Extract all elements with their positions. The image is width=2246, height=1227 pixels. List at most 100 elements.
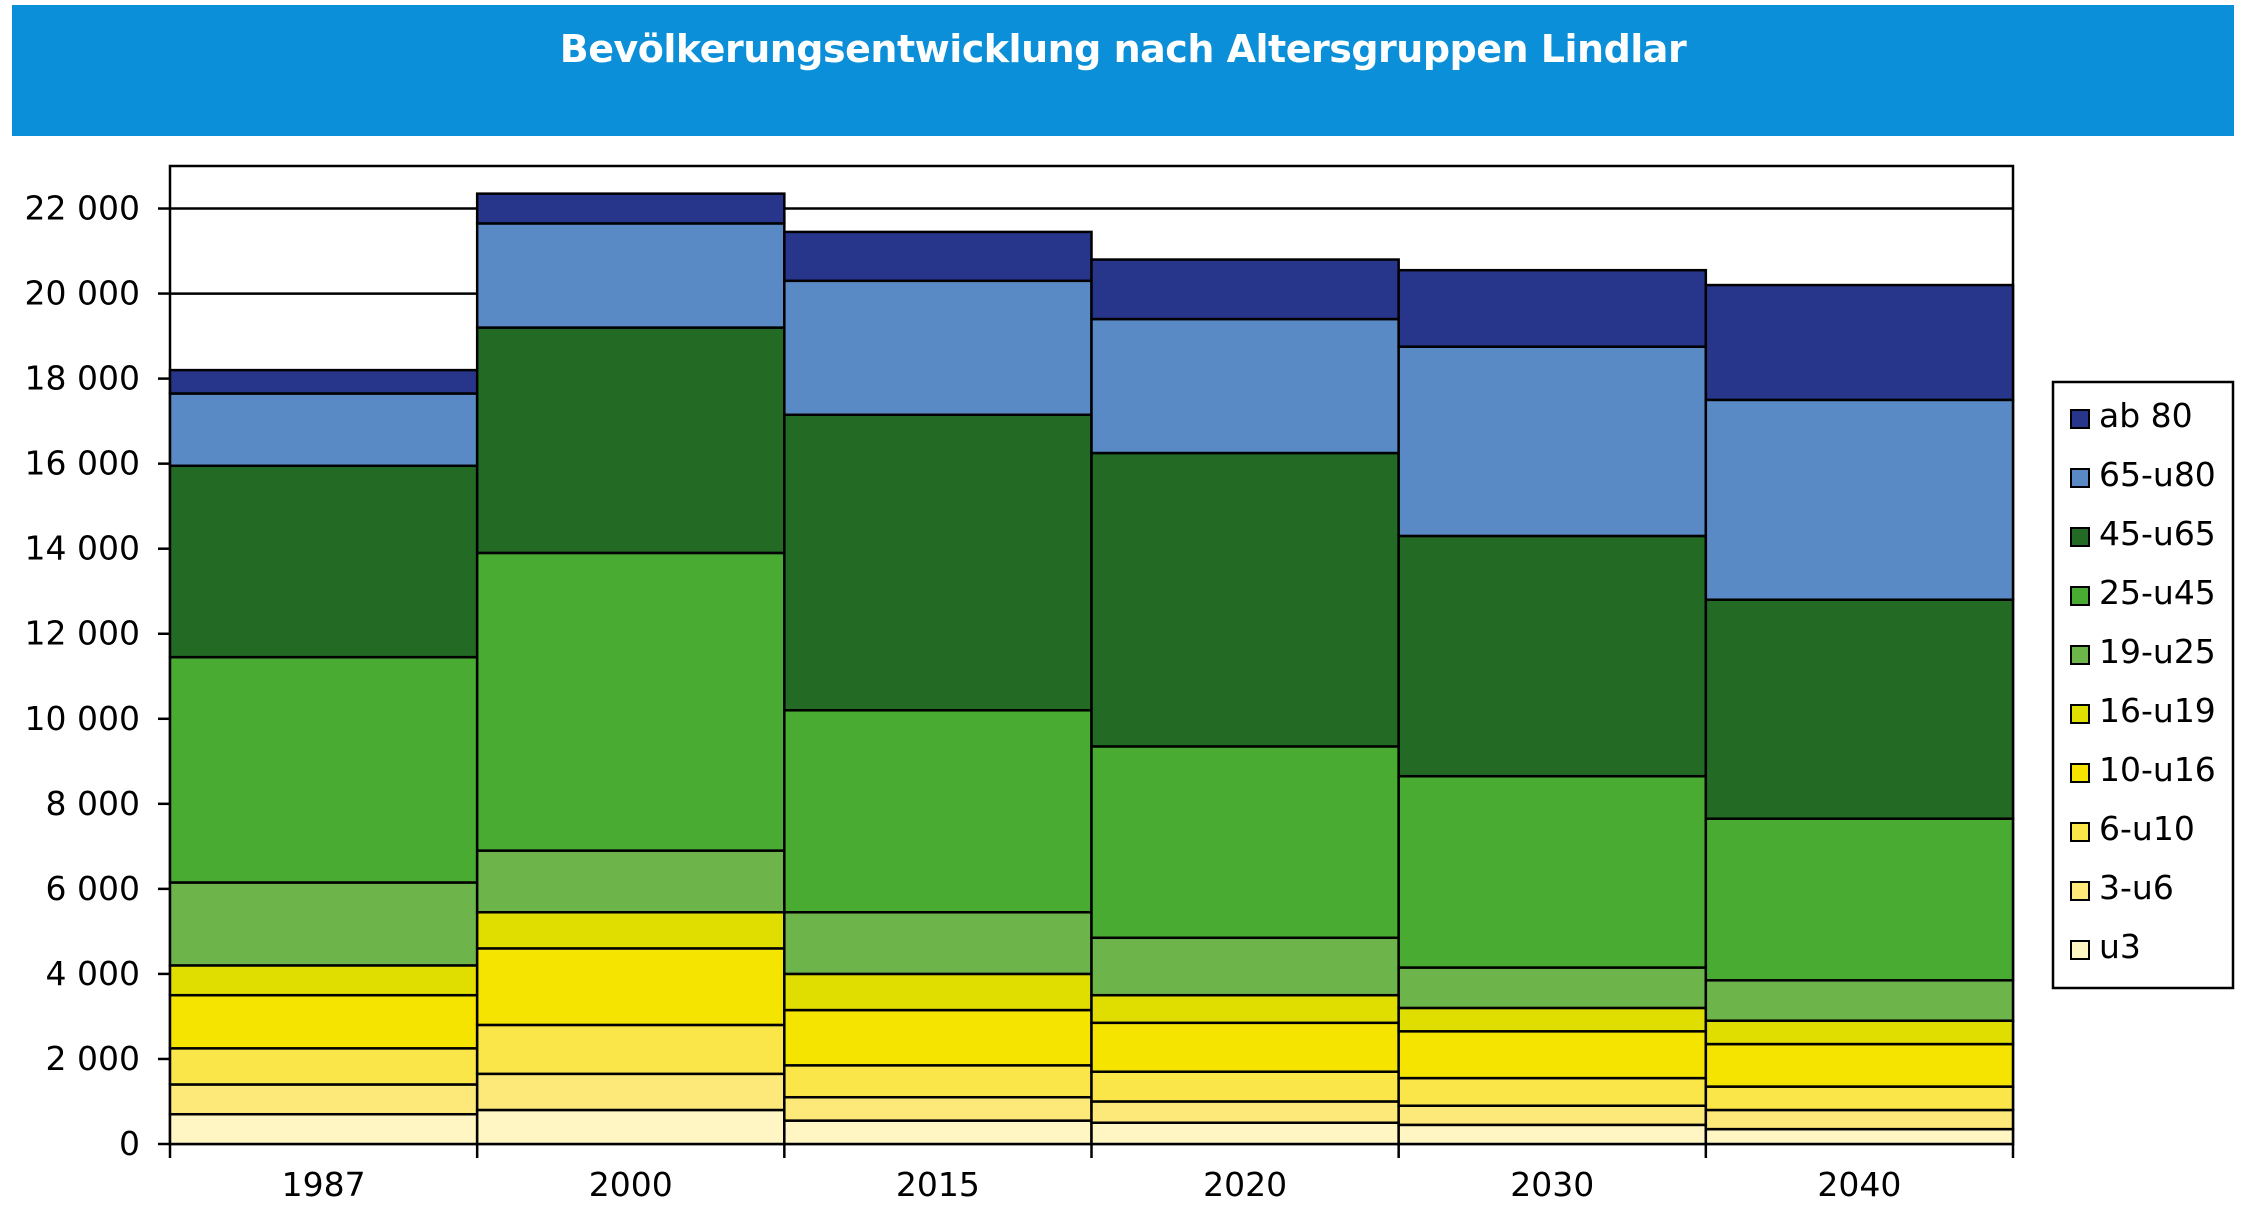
legend-label: 19-u25: [2099, 632, 2216, 671]
bar-segment: [1704, 398, 2015, 601]
bar-segment: [475, 1108, 786, 1146]
bar-segment: [1704, 1127, 2015, 1146]
bar-segment: [1704, 283, 2015, 402]
bar-segment: [1090, 451, 1400, 748]
bar-segment: [1704, 1042, 2015, 1088]
bar-segment: [1090, 936, 1400, 997]
bar-segment: [1090, 745, 1400, 940]
x-tick-label: 2000: [589, 1165, 673, 1204]
legend-swatch: [2070, 763, 2090, 783]
bar-segment: [1397, 345, 1708, 538]
bar-segment: [475, 1023, 786, 1076]
legend-swatch: [2070, 586, 2090, 606]
legend-swatch: [2070, 881, 2090, 901]
x-tick-label: 1987: [282, 1165, 366, 1204]
legend-swatch: [2070, 645, 2090, 665]
bar-segment: [783, 1119, 1093, 1146]
bar-segment: [168, 993, 479, 1050]
bar-segment: [168, 464, 479, 659]
bar-segment: [1090, 1070, 1400, 1103]
bar-segment: [1090, 258, 1400, 321]
bar-segment: [475, 326, 786, 555]
legend-swatch: [2070, 468, 2090, 488]
bar-segment: [475, 551, 786, 852]
y-tick-label: 12 000: [25, 614, 140, 653]
bar-segment: [475, 192, 786, 225]
bar-segment: [1397, 1030, 1708, 1080]
legend-swatch: [2070, 704, 2090, 724]
bar-segment: [168, 655, 479, 884]
bar-segment: [783, 911, 1093, 976]
y-tick-label: 4 000: [46, 954, 140, 993]
y-tick-label: 16 000: [25, 444, 140, 483]
legend-label: u3: [2099, 927, 2141, 966]
bar-segment: [168, 1047, 479, 1086]
bar-segment: [1090, 993, 1400, 1025]
legend-swatch: [2070, 527, 2090, 547]
bar-segment: [783, 1064, 1093, 1099]
bar-segment: [1397, 1123, 1708, 1146]
legend-swatch: [2070, 409, 2090, 429]
bar-segment: [168, 392, 479, 468]
legend-label: 10-u16: [2099, 750, 2216, 789]
bar-segment: [1704, 598, 2015, 820]
bar-segment: [783, 1008, 1093, 1067]
legend-label: 25-u45: [2099, 573, 2216, 612]
bar-segment: [168, 881, 479, 967]
bar-segment: [1397, 1006, 1708, 1033]
x-tick-label: 2030: [1510, 1165, 1594, 1204]
bar-segment: [475, 911, 786, 950]
y-tick-label: 0: [119, 1124, 140, 1163]
bar-segment: [783, 1095, 1093, 1122]
bar-segment: [475, 1072, 786, 1112]
bar-segment: [1090, 1121, 1400, 1146]
bar-segment: [1397, 966, 1708, 1010]
bar-segment: [168, 1083, 479, 1116]
bar-segment: [783, 230, 1093, 283]
bar-segment: [1090, 1100, 1400, 1124]
x-tick-label: 2020: [1203, 1165, 1287, 1204]
bar-segment: [1704, 1085, 2015, 1112]
bar-segment: [475, 222, 786, 329]
y-tick-label: 2 000: [46, 1039, 140, 1078]
chart-title-bar: Bevölkerungsentwicklung nach Altersgrupp…: [12, 5, 2234, 136]
bar-segment: [1704, 817, 2015, 982]
x-tick-label: 2015: [896, 1165, 980, 1204]
bar-segment: [1704, 1108, 2015, 1131]
x-tick-label: 2040: [1817, 1165, 1901, 1204]
bar-segment: [783, 972, 1093, 1012]
y-tick-label: 14 000: [25, 529, 140, 568]
bar-segment: [783, 413, 1093, 712]
bar-segment: [475, 947, 786, 1027]
legend-label: 16-u19: [2099, 691, 2216, 730]
bar-segment: [1397, 774, 1708, 969]
bar-segment: [168, 964, 479, 997]
bar-segment: [1397, 534, 1708, 778]
bar-segment: [475, 849, 786, 914]
bar-segment: [1397, 268, 1708, 348]
y-tick-label: 20 000: [25, 274, 140, 313]
y-tick-label: 10 000: [25, 699, 140, 738]
bar-segment: [1397, 1076, 1708, 1107]
bar-segment: [1704, 1019, 2015, 1046]
bar-segment: [1090, 1021, 1400, 1073]
bar-segment: [1090, 317, 1400, 455]
y-tick-label: 6 000: [46, 869, 140, 908]
legend-swatch: [2070, 822, 2090, 842]
legend-label: 65-u80: [2099, 455, 2216, 494]
bar-segment: [1704, 979, 2015, 1022]
y-tick-label: 8 000: [46, 784, 140, 823]
bar-segment: [1397, 1104, 1708, 1127]
legend-label: 3-u6: [2099, 868, 2174, 907]
bar-segment: [783, 709, 1093, 914]
bar-segment: [783, 279, 1093, 417]
legend-label: ab 80: [2099, 396, 2193, 435]
legend-swatch: [2070, 940, 2090, 960]
y-tick-label: 22 000: [25, 189, 140, 228]
bar-segment: [168, 1112, 479, 1146]
legend-label: 45-u65: [2099, 514, 2216, 553]
bar-segment: [168, 368, 479, 395]
legend-label: 6-u10: [2099, 809, 2195, 848]
chart-title: Bevölkerungsentwicklung nach Altersgrupp…: [559, 27, 1687, 71]
